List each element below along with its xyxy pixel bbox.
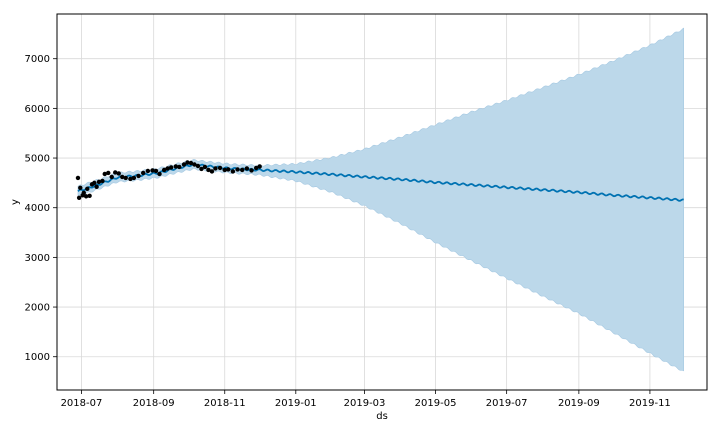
y-tick-label: 7000 (25, 54, 50, 65)
observed-point (85, 186, 90, 192)
observed-point (128, 176, 133, 182)
observed-point (244, 166, 250, 171)
observed-point (153, 168, 159, 174)
observed-point (92, 180, 97, 186)
uncertainty-interval (77, 27, 684, 372)
observed-point (78, 185, 83, 191)
observed-point (257, 164, 262, 169)
observed-point (192, 162, 197, 167)
x-tick-label: 2019-03 (344, 398, 386, 409)
observed-point (116, 171, 121, 176)
x-tick-label: 2019-11 (629, 398, 671, 409)
observed-point (165, 166, 170, 171)
x-axis-label: ds (376, 411, 388, 422)
y-tick-label: 4000 (25, 203, 50, 214)
observed-point (213, 166, 218, 171)
observed-point (202, 164, 208, 170)
x-axis-ticks: 2018-07 2018-09 2018-11 2019-01 2019-03 2019-… (61, 390, 671, 409)
y-tick-label: 5000 (25, 154, 50, 165)
plot-frame (56, 13, 708, 391)
observed-point (145, 168, 151, 174)
observed-point (120, 174, 125, 180)
x-tick-label: 2019-09 (558, 398, 600, 409)
observed-point (199, 166, 204, 172)
observed-point (96, 179, 102, 185)
observed-point (161, 167, 167, 173)
x-tick-label: 2019-05 (415, 398, 457, 409)
observed-point (230, 169, 236, 174)
observed-point (185, 160, 190, 165)
observed-point (123, 175, 128, 181)
observed-point (249, 168, 254, 173)
observed-point (209, 169, 215, 174)
y-tick-label: 1000 (25, 352, 50, 363)
observed-point (188, 160, 194, 166)
y-axis-ticks: 1000 2000 3000 4000 5000 6000 7000 (25, 54, 57, 363)
observed-point (81, 190, 86, 196)
observed-point (177, 164, 182, 170)
x-tick-label: 2018-09 (133, 398, 175, 409)
observed-point (83, 194, 89, 199)
y-tick-label: 2000 (25, 303, 50, 314)
observed-point (226, 167, 231, 172)
observed-point (113, 170, 118, 175)
observed-point (173, 164, 179, 169)
observed-point (94, 184, 99, 190)
x-tick-label: 2019-01 (275, 398, 317, 409)
observed-point (109, 174, 114, 180)
observed-point (217, 165, 223, 171)
observed-point (100, 178, 105, 184)
observed-point (136, 173, 141, 179)
observed-point (206, 167, 211, 173)
observed-point (87, 193, 92, 198)
x-tick-label: 2019-07 (486, 398, 528, 409)
observed-point (150, 168, 155, 173)
x-tick-label: 2018-07 (61, 398, 103, 409)
observed-points (75, 160, 262, 200)
x-tick-label: 2018-11 (204, 398, 246, 409)
observed-point (141, 170, 146, 176)
observed-point (240, 167, 245, 173)
observed-point (76, 195, 82, 200)
observed-point (131, 175, 137, 181)
observed-point (181, 162, 187, 167)
observed-point (157, 171, 162, 177)
y-tick-label: 6000 (25, 104, 50, 115)
observed-point (253, 165, 259, 171)
observed-point (106, 170, 111, 176)
observed-point (195, 163, 201, 169)
observed-point (168, 165, 174, 170)
observed-point (235, 167, 240, 172)
observed-point (222, 167, 227, 173)
observed-point (75, 175, 81, 181)
y-tick-label: 3000 (25, 253, 50, 264)
observed-point (102, 171, 107, 177)
y-axis-label: y (10, 199, 21, 205)
